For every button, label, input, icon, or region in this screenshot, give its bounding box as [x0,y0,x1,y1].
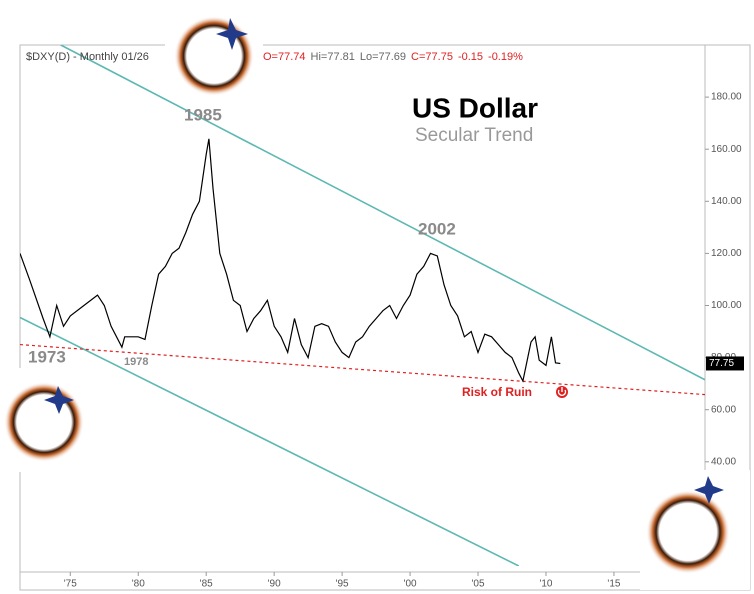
x-tick-label: '10 [539,579,552,590]
x-tick-label: '90 [268,579,281,590]
y-tick-label: 140.00 [711,196,742,207]
annotation: 1978 [124,356,148,368]
x-tick-label: '00 [404,579,417,590]
annotation: 2002 [418,219,456,238]
x-tick-label: '05 [472,579,485,590]
trend-line [20,343,705,396]
quote-item: -0.15 [458,51,483,63]
y-tick-label: 180.00 [711,92,742,103]
y-tick-label: 60.00 [711,404,736,415]
last-price-label: 77.75 [709,358,734,369]
ring-icon [640,470,750,590]
quote-item: Lo=77.69 [360,51,406,63]
x-tick-label: '15 [607,579,620,590]
ruin-icon-glyph [557,387,567,396]
last-price-tag [706,356,744,371]
quote-item: -0.19% [488,51,523,63]
x-tick-label: '80 [132,579,145,590]
annotation: Risk of Ruin [462,385,532,399]
quote-item: Hi=77.81 [311,51,355,63]
ring-icon [0,368,92,472]
x-tick-label: '75 [64,579,77,590]
axes: 40.0060.0080.00100.00120.00140.00160.001… [64,92,744,590]
trend-line [60,45,705,381]
trend-line [20,316,520,566]
y-tick-label: 160.00 [711,144,742,155]
quote-item: O=77.74 [263,51,306,63]
plot [20,45,705,566]
ring-icon [165,2,263,98]
annotation: 1973 [28,347,66,366]
header: $DXY(D) - Monthly 01/26 [26,51,149,63]
chart-subtitle: Secular Trend [415,125,533,146]
quote: O=77.74 Hi=77.81 Lo=77.69 C=77.75 -0.15 -0.19… [263,51,523,63]
y-tick-label: 40.00 [711,456,736,467]
x-tick-label: '95 [336,579,349,590]
x-tick-label: '85 [200,579,213,590]
chart-title: US Dollar [412,92,538,123]
quote-item: C=77.75 [411,51,453,63]
y-tick-label: 120.00 [711,248,742,259]
y-tick-label: 100.00 [711,300,742,311]
annotation: 1985 [184,105,222,124]
price-line [20,138,561,383]
